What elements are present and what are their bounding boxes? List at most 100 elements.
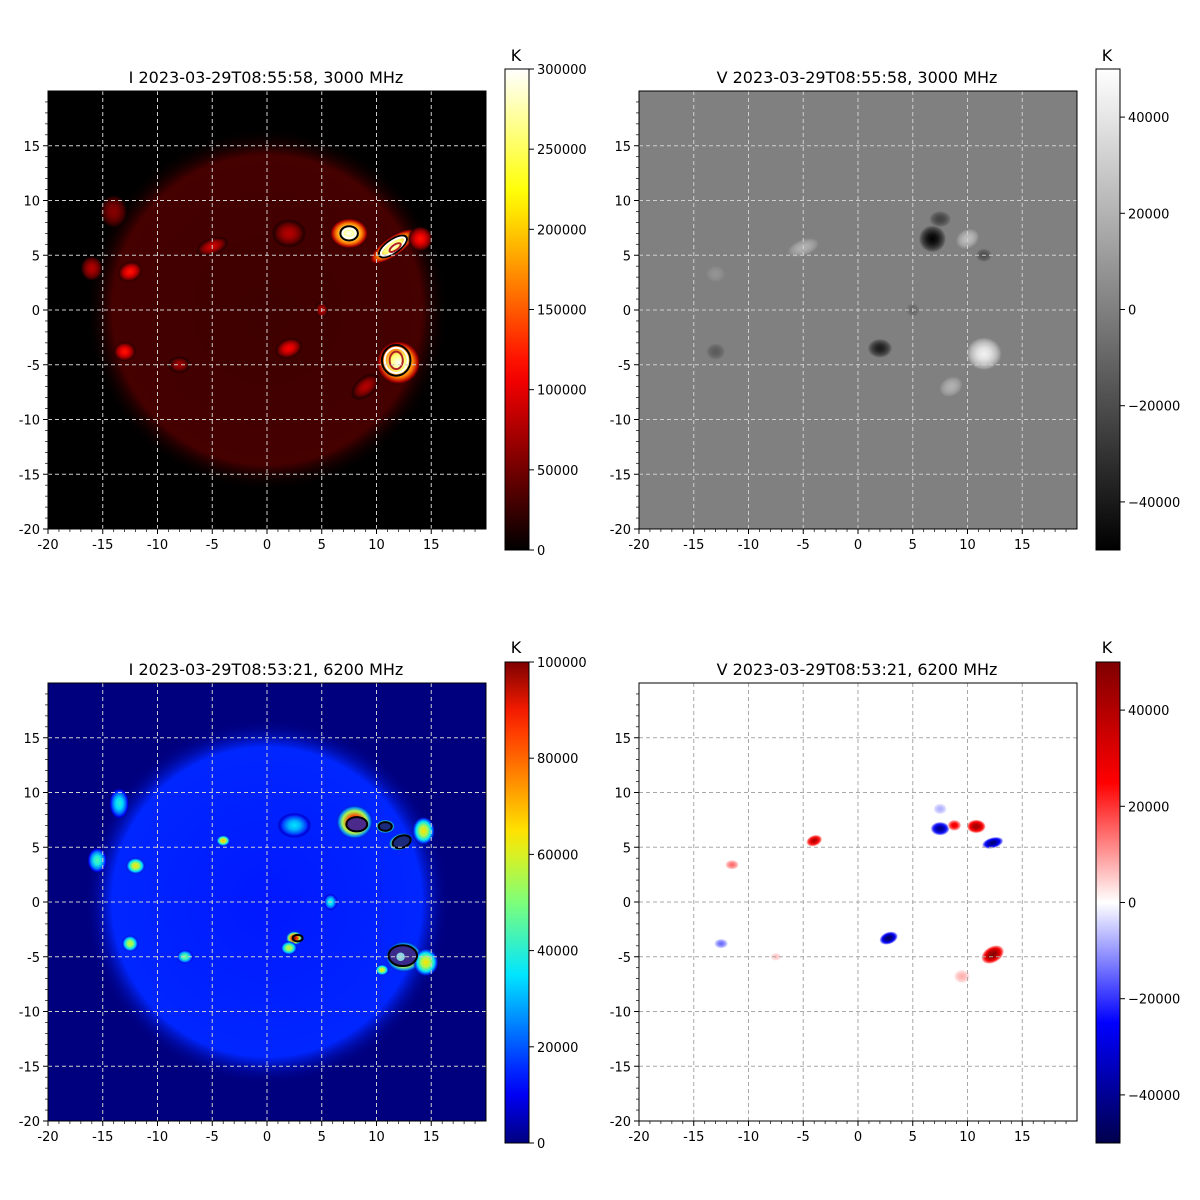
colorbar-tick-label: 40000 <box>1128 111 1169 126</box>
y-tick-label: -5 <box>27 359 40 374</box>
x-tick-label: -10 <box>147 538 168 553</box>
colorbar-tick-label: 250000 <box>537 143 587 158</box>
panel-title-v-6200: V 2023-03-29T08:53:21, 6200 MHz <box>717 660 998 679</box>
source-blob <box>705 265 726 283</box>
contour-line <box>377 821 393 832</box>
colorbar-tick-label: 20000 <box>1128 207 1169 222</box>
colorbar-unit: K <box>511 46 522 65</box>
y-tick-label: 0 <box>32 304 40 319</box>
contour-line <box>380 344 412 377</box>
x-tick-label: -5 <box>797 538 810 553</box>
source-blob <box>705 343 726 361</box>
colorbar-tick-label: 20000 <box>1128 800 1169 815</box>
source-blob <box>980 944 1005 965</box>
x-tick-label: 0 <box>854 538 862 553</box>
y-tick-label: -10 <box>610 414 631 429</box>
y-tick-label: 0 <box>623 304 631 319</box>
y-tick-label: 15 <box>23 140 40 155</box>
y-tick-label: -10 <box>610 1006 631 1021</box>
y-tick-label: 15 <box>614 732 631 747</box>
source-blob <box>879 931 899 946</box>
source-blob <box>933 803 948 815</box>
panel-title-i-6200: I 2023-03-29T08:53:21, 6200 MHz <box>129 660 404 679</box>
source-blob <box>412 816 435 846</box>
source-blob <box>953 969 971 984</box>
source-blob <box>805 834 823 847</box>
contour-line <box>388 242 402 253</box>
colorbar-tick-label: 60000 <box>537 848 578 863</box>
x-tick-label: -15 <box>92 1130 113 1145</box>
contour-line <box>291 933 304 943</box>
x-tick-label: -5 <box>206 1130 219 1145</box>
y-tick-label: 5 <box>32 841 40 856</box>
x-tick-label: -20 <box>37 1130 58 1145</box>
colorbar-tick-label: −20000 <box>1128 993 1180 1008</box>
colorbar-tick-label: 40000 <box>537 945 578 960</box>
x-tick-label: 5 <box>909 1130 917 1145</box>
source-blob <box>216 834 231 847</box>
colorbar <box>504 68 530 551</box>
colorbar-tick-label: 0 <box>1128 304 1136 319</box>
source-blob <box>329 217 370 250</box>
y-tick-label: -15 <box>19 1060 40 1075</box>
source-blob <box>981 836 1004 850</box>
x-tick-label: -5 <box>206 538 219 553</box>
y-tick-label: 5 <box>32 249 40 264</box>
source-blob <box>109 787 130 820</box>
source-blob <box>966 819 987 834</box>
source-blob <box>117 261 143 283</box>
x-tick-label: -15 <box>683 538 704 553</box>
colorbar-tick-label: 0 <box>537 1137 545 1152</box>
colorbar-unit: K <box>511 638 522 657</box>
x-tick-label: 10 <box>368 538 385 553</box>
y-tick-label: 10 <box>614 787 631 802</box>
x-tick-label: 5 <box>909 538 917 553</box>
source-blob <box>275 337 303 359</box>
plot-layer: -20 -15 -10 -5 0 5 10 15 -20 -15 -10 -5 0 5 10 15 0 5 0 0 0 0… <box>19 63 1180 1152</box>
x-tick-label: 0 <box>854 1130 862 1145</box>
colorbar-tick-label: 100000 <box>537 656 587 671</box>
x-tick-label: 0 <box>263 538 271 553</box>
y-tick-label: -15 <box>610 468 631 483</box>
source-blob <box>80 255 104 282</box>
contour-line <box>345 816 369 833</box>
colorbar <box>1095 661 1121 1144</box>
x-tick-label: 0 <box>263 1130 271 1145</box>
contour-line <box>377 234 408 259</box>
x-tick-label: 15 <box>423 1130 440 1145</box>
source-blob <box>87 847 108 874</box>
source-blob <box>965 336 1003 371</box>
source-blob <box>938 375 964 398</box>
y-tick-label: -15 <box>610 1060 631 1075</box>
panel-title-v-3000: V 2023-03-29T08:55:58, 3000 MHz <box>717 68 998 87</box>
y-tick-label: 15 <box>23 732 40 747</box>
source-blob <box>412 947 439 977</box>
y-tick-label: 0 <box>32 896 40 911</box>
x-tick-label: 5 <box>318 1130 326 1145</box>
source-blob <box>121 935 139 953</box>
y-tick-label: -5 <box>27 951 40 966</box>
y-tick-label: -20 <box>19 1115 40 1130</box>
source-blob <box>407 226 434 252</box>
y-tick-label: -10 <box>19 1006 40 1021</box>
colorbar-tick-label: 200000 <box>537 223 587 238</box>
y-tick-label: 10 <box>614 195 631 210</box>
source-blob <box>714 938 729 949</box>
source-blob <box>928 210 952 228</box>
x-tick-label: -5 <box>797 1130 810 1145</box>
source-blob <box>125 857 146 875</box>
contour-line <box>391 834 412 850</box>
x-tick-label: 10 <box>368 1130 385 1145</box>
source-blob <box>271 219 306 248</box>
y-tick-label: 10 <box>23 195 40 210</box>
x-tick-label: -20 <box>37 538 58 553</box>
colorbar-tick-label: 0 <box>1128 897 1136 912</box>
y-tick-label: 15 <box>614 140 631 155</box>
source-blob <box>930 821 951 836</box>
y-tick-label: -20 <box>19 523 40 538</box>
x-tick-label: 15 <box>423 538 440 553</box>
y-tick-label: -5 <box>618 359 631 374</box>
panel-title-i-3000: I 2023-03-29T08:55:58, 3000 MHz <box>129 68 404 87</box>
x-tick-label: -20 <box>628 538 649 553</box>
